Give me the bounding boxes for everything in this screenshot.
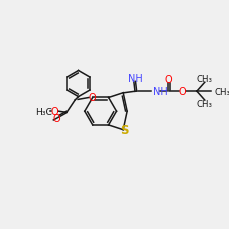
Text: O: O	[50, 107, 58, 117]
Text: CH₃: CH₃	[214, 87, 229, 96]
Text: O: O	[178, 87, 186, 97]
Text: CH₃: CH₃	[196, 75, 212, 84]
Text: S: S	[119, 124, 128, 136]
Text: O: O	[89, 92, 96, 102]
Text: NH: NH	[127, 73, 142, 83]
Text: NH: NH	[152, 87, 167, 97]
Text: O: O	[164, 75, 172, 85]
Text: H₃C: H₃C	[35, 107, 52, 116]
Text: CH₃: CH₃	[196, 100, 212, 109]
Text: O: O	[52, 114, 60, 124]
